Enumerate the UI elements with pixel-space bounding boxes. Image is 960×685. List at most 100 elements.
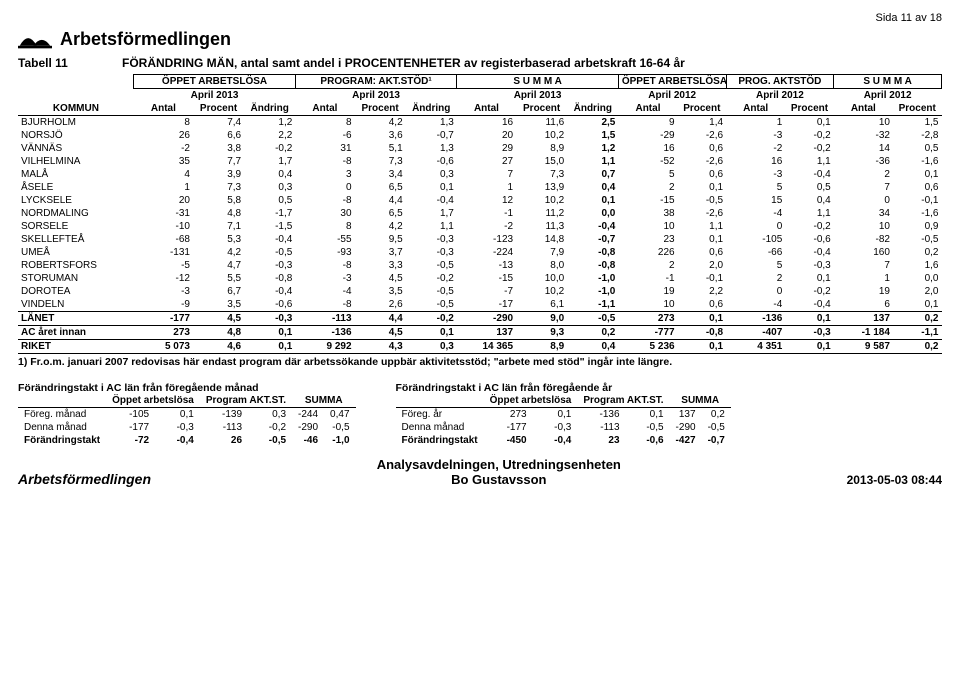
- cell: 1,4: [678, 116, 726, 130]
- row-label: NORSJÖ: [18, 129, 134, 142]
- cell: -131: [134, 246, 193, 259]
- cell: -55: [295, 233, 354, 246]
- cell: -13: [457, 259, 516, 272]
- cell: -0,2: [785, 142, 833, 155]
- cell: -4: [726, 298, 785, 312]
- footer-brand: Arbetsförmedlingen: [18, 471, 151, 487]
- cell: 1,7: [244, 155, 295, 168]
- cell: 1,2: [567, 142, 618, 155]
- row-label: MALÅ: [18, 168, 134, 181]
- cell: 0,1: [785, 340, 833, 354]
- cell: 0,1: [244, 340, 295, 354]
- row-label: VILHELMINA: [18, 155, 134, 168]
- cell: 0,1: [785, 116, 833, 130]
- cell: -0,8: [567, 246, 618, 259]
- row-label: Förändringstakt: [18, 434, 106, 447]
- row-label: Förändringstakt: [396, 434, 484, 447]
- cell: -9: [134, 298, 193, 312]
- cell: 0,3: [406, 340, 457, 354]
- cell: -136: [295, 326, 354, 340]
- cell: 0,4: [785, 194, 833, 207]
- cell: 0,1: [533, 408, 578, 422]
- cell: -0,7: [406, 129, 457, 142]
- cell: 0,1: [893, 168, 942, 181]
- cell: -123: [457, 233, 516, 246]
- footer-timestamp: 2013-05-03 08:44: [847, 473, 942, 487]
- cell: -2: [134, 142, 193, 155]
- cell: 27: [457, 155, 516, 168]
- cell: 2: [618, 181, 677, 194]
- cell: 0: [726, 220, 785, 233]
- cell: -8: [295, 194, 354, 207]
- col-head: Ändring: [567, 102, 618, 116]
- cell: -1,5: [244, 220, 295, 233]
- col-head: SUMMA: [292, 394, 355, 408]
- cell: 16: [618, 142, 677, 155]
- row-label: AC året innan: [18, 326, 134, 340]
- footnote: 1) Fr.o.m. januari 2007 redovisas här en…: [18, 356, 942, 368]
- cell: 31: [295, 142, 354, 155]
- cell: 10,2: [516, 129, 567, 142]
- row-label: Föreg. år: [396, 408, 484, 422]
- cell: 1,1: [785, 207, 833, 220]
- row-label: DOROTEA: [18, 285, 134, 298]
- cell: 0,1: [244, 326, 295, 340]
- col-head: Procent: [516, 102, 567, 116]
- cell: 2,6: [355, 298, 406, 312]
- cell: 0,47: [324, 408, 355, 422]
- cell: 0,6: [678, 168, 726, 181]
- cell: 0,6: [678, 142, 726, 155]
- row-label: Denna månad: [396, 421, 484, 434]
- cell: 1,7: [406, 207, 457, 220]
- col-head: Antal: [457, 102, 516, 116]
- cell: 226: [618, 246, 677, 259]
- cell: -1,1: [567, 298, 618, 312]
- row-label: SKELLEFTEÅ: [18, 233, 134, 246]
- cell: -0,5: [324, 421, 355, 434]
- cell: -52: [618, 155, 677, 168]
- cell: -1,7: [244, 207, 295, 220]
- cell: 3,6: [355, 129, 406, 142]
- row-label: Föreg. månad: [18, 408, 106, 422]
- cell: 26: [134, 129, 193, 142]
- cell: -0,5: [567, 312, 618, 326]
- cell: 0,0: [893, 272, 942, 285]
- cell: 7,7: [193, 155, 244, 168]
- cell: -0,6: [244, 298, 295, 312]
- cell: 9,3: [516, 326, 567, 340]
- lower-title: Förändringstakt i AC län från föregående…: [18, 382, 356, 394]
- cell: -450: [484, 434, 533, 447]
- cell: 10,2: [516, 194, 567, 207]
- cell: -0,5: [626, 421, 670, 434]
- cell: -113: [577, 421, 625, 434]
- cell: 5: [726, 259, 785, 272]
- cell: 10: [834, 220, 893, 233]
- kommun-header: KOMMUN: [18, 102, 134, 116]
- footer-dept: Analysavdelningen, Utredningsenheten: [377, 457, 621, 472]
- cell: 9,0: [516, 312, 567, 326]
- cell: -3: [134, 285, 193, 298]
- cell: 7: [834, 181, 893, 194]
- period: April 2013: [295, 89, 457, 103]
- cell: 0,2: [893, 340, 942, 354]
- cell: -0,3: [785, 326, 833, 340]
- col-head: Program AKT.ST.: [577, 394, 669, 408]
- cell: -0,3: [244, 259, 295, 272]
- cell: 9: [618, 116, 677, 130]
- cell: 5,8: [193, 194, 244, 207]
- cell: -31: [134, 207, 193, 220]
- cell: -6: [295, 129, 354, 142]
- cell: -0,4: [567, 220, 618, 233]
- cell: -177: [134, 312, 193, 326]
- cell: -1,0: [567, 285, 618, 298]
- cell: 4,5: [355, 272, 406, 285]
- lower-table-month: Öppet arbetslösa Program AKT.ST. SUMMA F…: [18, 394, 356, 447]
- cell: -36: [834, 155, 893, 168]
- cell: 0,4: [244, 168, 295, 181]
- cell: -0,2: [785, 220, 833, 233]
- period: April 2012: [618, 89, 726, 103]
- cell: 14 365: [457, 340, 516, 354]
- cell: 0,1: [567, 194, 618, 207]
- cell: 7,3: [193, 181, 244, 194]
- cell: -0,8: [567, 259, 618, 272]
